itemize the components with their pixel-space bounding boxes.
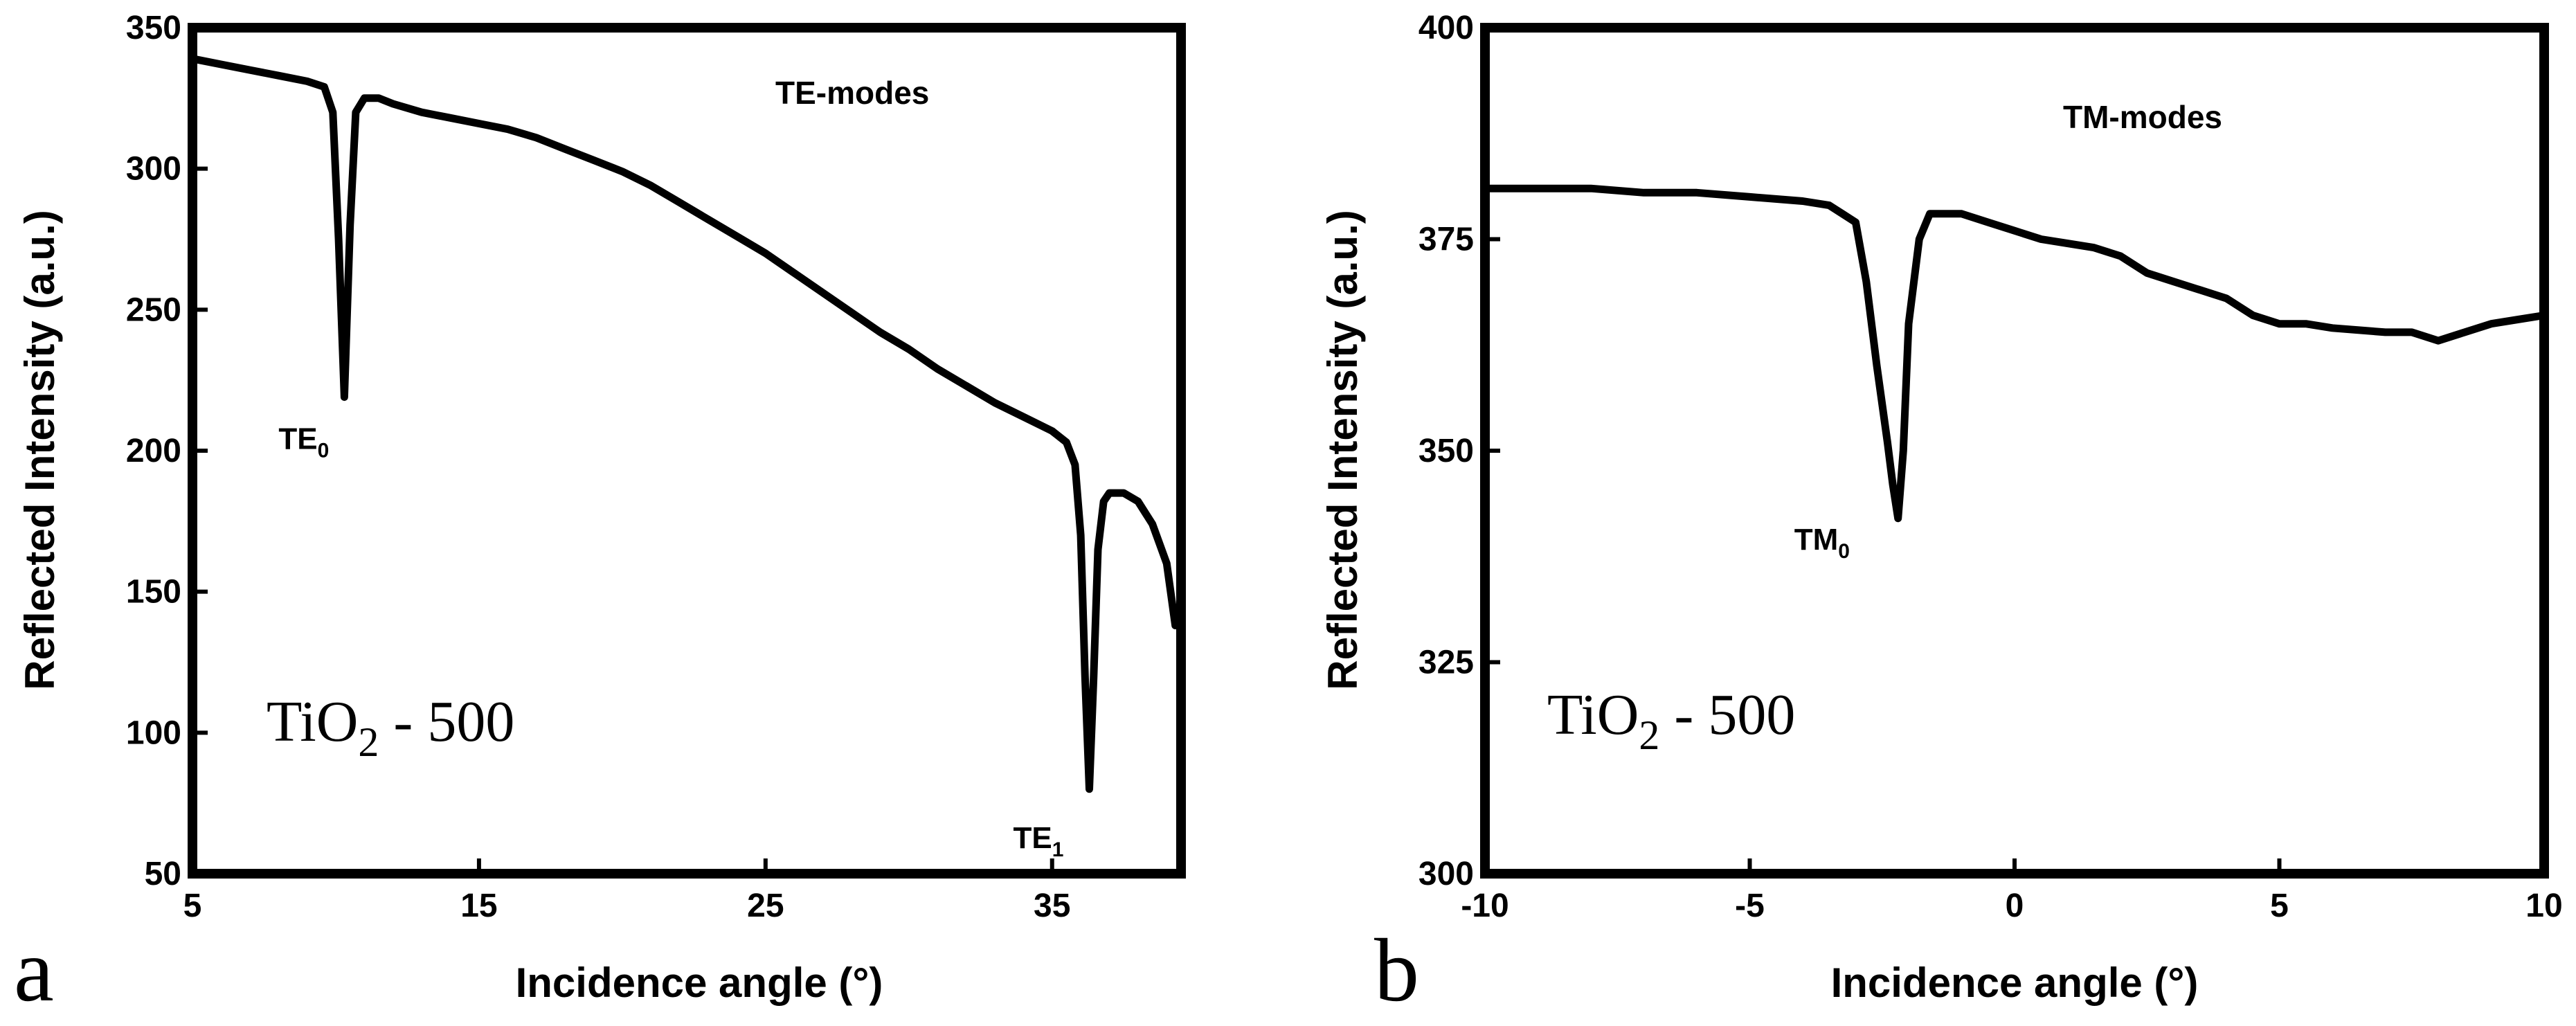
panel-a-y-axis-title: Reflected Intensity (a.u.) <box>17 210 63 690</box>
panel-b-plot-frame <box>1480 23 2549 879</box>
panel-a-plot-frame <box>188 23 1186 879</box>
panel-a-y-tick-label: 350 <box>126 10 181 46</box>
panel-a-y-tick-label: 50 <box>145 856 181 892</box>
panel-a-x-tick-label: 5 <box>183 888 202 924</box>
panel-a-y-tick-label: 200 <box>126 433 181 469</box>
panel-a-y-tick-label: 300 <box>126 151 181 188</box>
panel-b-y-tick-label: 350 <box>1418 433 1474 469</box>
panel-a-y-tick-label: 150 <box>126 574 181 611</box>
panel-a-x-tick-label: 15 <box>460 888 497 924</box>
panel-a-x-tick-label: 35 <box>1034 888 1070 924</box>
panel-b-x-axis-title: Incidence angle (°) <box>1831 960 2199 1006</box>
panel-b-x-tick-label: -10 <box>1461 888 1508 924</box>
panel-b-peak-label: TM0 <box>1794 523 1850 563</box>
panel-a-y-tick-label: 250 <box>126 291 181 328</box>
panel-b-x-tick-label: 5 <box>2270 888 2289 924</box>
panel-b-mode-label: TM-modes <box>2063 99 2222 135</box>
panel-a-letter: a <box>14 921 54 1020</box>
panel-b-sample-label: TiO2 - 500 <box>1547 683 1795 758</box>
panel-a-y-tick-label: 100 <box>126 714 181 751</box>
panel-a-peak-label: TE0 <box>278 422 329 462</box>
panel-a-mode-label: TE-modes <box>775 75 929 111</box>
panel-b-x-tick-label: -5 <box>1735 888 1765 924</box>
panel-a-chart: 50 100 150 200 250 300 350 5 15 25 35 TE0 TE1 TE-mod… <box>14 10 1186 1020</box>
panel-b-y-tick-label: 375 <box>1418 222 1474 258</box>
panel-b-x-tick-label: 0 <box>2006 888 2024 924</box>
panel-b-letter: b <box>1374 921 1419 1020</box>
panel-b-x-tick-label: 10 <box>2525 888 2562 924</box>
panel-b-y-tick-label: 300 <box>1418 856 1474 892</box>
panel-a-x-axis-title: Incidence angle (°) <box>516 960 883 1006</box>
panel-a-sample-label: TiO2 - 500 <box>267 690 514 765</box>
panel-b-chart: 300 325 350 375 400 -10 -5 0 5 10 TM0 TM-modes TiO… <box>1319 10 2563 1020</box>
panel-b-y-tick-label: 400 <box>1418 10 1474 46</box>
panel-b-y-tick-label: 325 <box>1418 645 1474 681</box>
panel-a-series-line <box>188 55 1180 793</box>
panel-b-y-axis-title: Reflected Intensity (a.u.) <box>1319 210 1366 690</box>
panel-b-series-line <box>1481 184 2548 523</box>
panel-a-peak-label: TE1 <box>1014 821 1064 861</box>
panel-a-x-tick-label: 25 <box>747 888 784 924</box>
